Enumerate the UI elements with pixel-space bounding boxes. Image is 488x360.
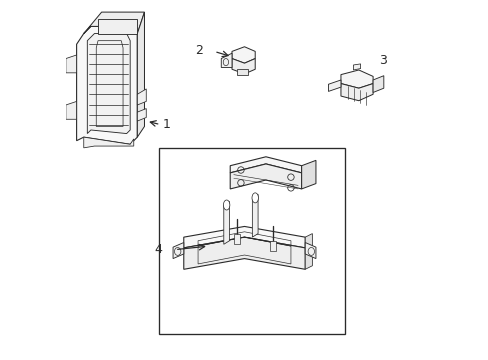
Polygon shape <box>137 89 146 105</box>
Polygon shape <box>173 243 183 258</box>
Polygon shape <box>221 53 231 67</box>
Polygon shape <box>98 19 137 33</box>
Polygon shape <box>340 70 372 88</box>
Polygon shape <box>252 194 258 237</box>
Polygon shape <box>231 59 255 74</box>
Text: 4: 4 <box>154 243 162 256</box>
Polygon shape <box>340 84 372 101</box>
Polygon shape <box>83 12 144 33</box>
Polygon shape <box>137 109 146 121</box>
Polygon shape <box>83 137 134 148</box>
Text: 3: 3 <box>378 54 386 67</box>
Polygon shape <box>183 226 305 248</box>
Polygon shape <box>224 202 229 244</box>
Polygon shape <box>66 102 77 119</box>
Polygon shape <box>328 80 340 91</box>
Polygon shape <box>230 157 301 173</box>
Text: 1: 1 <box>163 118 171 131</box>
Polygon shape <box>66 55 77 73</box>
Polygon shape <box>137 12 144 137</box>
Polygon shape <box>231 47 255 63</box>
Text: 2: 2 <box>195 44 203 57</box>
Polygon shape <box>372 76 383 93</box>
Polygon shape <box>183 237 305 269</box>
Polygon shape <box>301 160 315 189</box>
Polygon shape <box>234 234 240 244</box>
Polygon shape <box>230 164 301 189</box>
Polygon shape <box>305 243 315 258</box>
Polygon shape <box>305 234 312 269</box>
Polygon shape <box>353 64 360 70</box>
Polygon shape <box>77 26 137 144</box>
Polygon shape <box>87 33 130 134</box>
Bar <box>159 148 344 334</box>
Ellipse shape <box>223 200 229 210</box>
Ellipse shape <box>251 193 258 203</box>
Polygon shape <box>237 69 247 75</box>
Polygon shape <box>270 241 275 251</box>
